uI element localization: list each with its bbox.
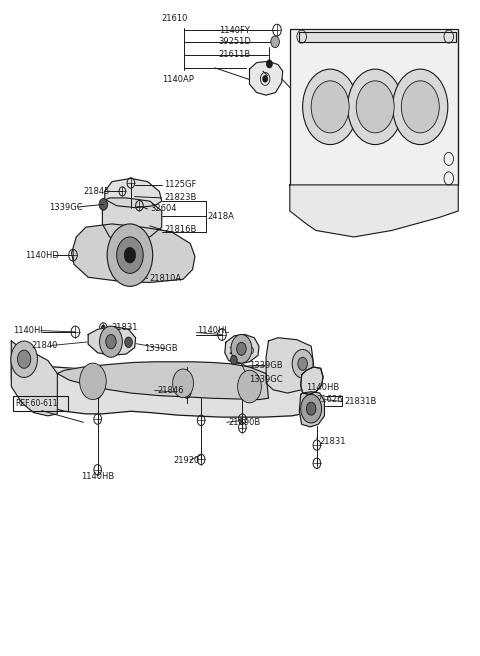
Polygon shape [301, 367, 323, 394]
Circle shape [263, 75, 267, 82]
Circle shape [99, 199, 108, 211]
Polygon shape [57, 362, 268, 400]
Polygon shape [102, 198, 162, 240]
Text: 21846: 21846 [157, 386, 183, 395]
Circle shape [101, 325, 105, 331]
Circle shape [292, 350, 313, 378]
Text: 1140FY: 1140FY [219, 26, 250, 35]
Text: 1339GB: 1339GB [250, 361, 283, 370]
Polygon shape [12, 358, 316, 417]
Circle shape [237, 342, 246, 356]
Text: 1140HB: 1140HB [306, 383, 340, 392]
Text: 1140HD: 1140HD [25, 251, 60, 260]
Circle shape [401, 81, 439, 133]
Text: 39251D: 39251D [219, 37, 252, 47]
Text: 2418A: 2418A [208, 212, 235, 220]
Polygon shape [12, 341, 57, 416]
Circle shape [173, 369, 193, 398]
Text: 21831: 21831 [111, 323, 137, 333]
Bar [290, 29, 458, 185]
Circle shape [11, 341, 37, 377]
Text: REF.60-611: REF.60-611 [15, 399, 58, 408]
Circle shape [231, 335, 252, 363]
Polygon shape [88, 327, 136, 356]
Text: 1140HB: 1140HB [81, 472, 114, 481]
Circle shape [356, 81, 394, 133]
Text: 21920: 21920 [174, 455, 200, 464]
Polygon shape [266, 338, 313, 393]
Text: 21823B: 21823B [164, 194, 196, 203]
Circle shape [80, 363, 106, 400]
Circle shape [117, 237, 143, 274]
Circle shape [301, 394, 322, 423]
Text: 21831B: 21831B [344, 397, 377, 406]
Polygon shape [72, 224, 195, 283]
Text: 21610: 21610 [162, 14, 188, 23]
Circle shape [107, 224, 153, 287]
Bar [13, 396, 68, 411]
Circle shape [271, 36, 279, 48]
Text: 1339GC: 1339GC [250, 375, 283, 384]
Text: 1339GC: 1339GC [49, 203, 83, 211]
Circle shape [106, 335, 116, 349]
Text: 32604: 32604 [150, 205, 176, 213]
Text: 21810A: 21810A [150, 274, 182, 283]
Circle shape [266, 60, 272, 68]
Circle shape [393, 69, 448, 144]
Text: 21890B: 21890B [228, 418, 261, 427]
Circle shape [306, 402, 316, 415]
Circle shape [124, 247, 136, 263]
Polygon shape [225, 335, 259, 364]
Polygon shape [290, 185, 458, 237]
Text: 21626: 21626 [316, 395, 342, 404]
Polygon shape [300, 392, 324, 427]
Text: 21840: 21840 [31, 341, 58, 350]
Circle shape [298, 358, 307, 370]
Text: 1140HL: 1140HL [197, 326, 229, 335]
Circle shape [348, 69, 403, 144]
Circle shape [99, 326, 122, 358]
Circle shape [230, 356, 237, 365]
Text: 21845: 21845 [84, 187, 110, 196]
Text: 21850: 21850 [228, 347, 255, 356]
Text: 1125GF: 1125GF [164, 180, 196, 190]
Polygon shape [105, 178, 162, 208]
Text: 21831: 21831 [320, 438, 346, 446]
Polygon shape [300, 32, 456, 42]
Text: 1339GB: 1339GB [144, 344, 178, 354]
Text: 21611B: 21611B [219, 51, 251, 59]
Polygon shape [301, 367, 323, 394]
Circle shape [125, 337, 132, 348]
Text: 21816B: 21816B [164, 225, 196, 234]
Circle shape [302, 69, 358, 144]
Circle shape [311, 81, 349, 133]
Text: 1140AP: 1140AP [162, 75, 193, 84]
Circle shape [17, 350, 31, 368]
Polygon shape [250, 61, 283, 95]
Circle shape [238, 370, 261, 403]
Text: 1140HL: 1140HL [13, 326, 45, 335]
